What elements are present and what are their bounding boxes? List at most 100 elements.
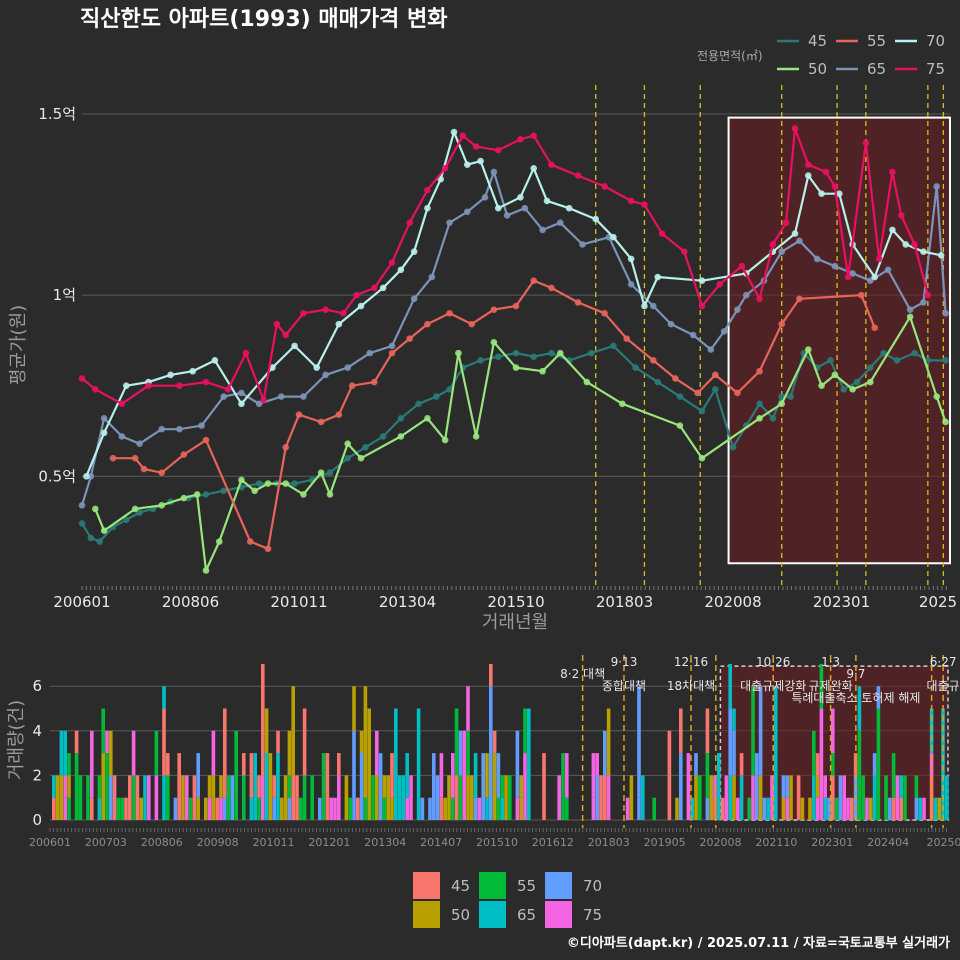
volume-bar bbox=[386, 775, 390, 820]
price-policy-lines bbox=[595, 85, 945, 585]
data-point-45 bbox=[362, 444, 369, 451]
volume-bar bbox=[945, 775, 949, 820]
data-point-50 bbox=[618, 400, 626, 408]
series-line-70 bbox=[85, 131, 942, 477]
volume-bar bbox=[758, 686, 763, 709]
volume-bar bbox=[135, 775, 140, 820]
data-point-65 bbox=[734, 306, 741, 313]
data-point-65 bbox=[866, 277, 874, 284]
data-point-50 bbox=[264, 480, 272, 487]
volume-bar bbox=[458, 775, 463, 820]
data-point-50 bbox=[100, 527, 108, 534]
data-point-75 bbox=[441, 165, 449, 172]
volume-legend: 45 50 55 65 70 75 bbox=[413, 872, 602, 928]
data-point-55 bbox=[140, 465, 148, 473]
data-point-65 bbox=[100, 415, 108, 422]
data-point-55 bbox=[530, 277, 538, 284]
data-point-45 bbox=[911, 349, 918, 357]
policy-annotation: 대출규제강화 bbox=[740, 679, 806, 693]
data-point-70 bbox=[627, 255, 635, 263]
data-point-75 bbox=[862, 139, 870, 147]
volume-bar bbox=[325, 753, 330, 820]
volume-bar bbox=[219, 775, 223, 798]
volume-bar bbox=[55, 775, 60, 820]
volume-bar bbox=[143, 775, 147, 820]
data-point-50 bbox=[942, 418, 949, 426]
volume-bar bbox=[781, 775, 786, 798]
volume-bar bbox=[207, 797, 212, 820]
data-point-75 bbox=[176, 382, 183, 390]
volume-bar bbox=[591, 797, 596, 820]
data-point-55 bbox=[264, 545, 272, 553]
price-x-tick-label: 200601 bbox=[53, 593, 110, 611]
volume-bar bbox=[192, 775, 197, 820]
volume-bar bbox=[166, 753, 170, 776]
volume-bar bbox=[515, 775, 520, 798]
volume-bar bbox=[363, 686, 368, 798]
volume-bar bbox=[565, 753, 569, 798]
data-point-75 bbox=[353, 291, 360, 299]
data-point-50 bbox=[778, 400, 786, 408]
data-point-65 bbox=[849, 270, 856, 277]
data-point-45 bbox=[840, 386, 848, 393]
volume-bar bbox=[485, 753, 489, 798]
data-point-55 bbox=[756, 367, 763, 375]
data-point-70 bbox=[100, 429, 108, 437]
volume-bar bbox=[679, 708, 683, 754]
policy-annotation: 규제완화 bbox=[809, 679, 853, 693]
volume-bar bbox=[675, 797, 679, 820]
volume-bar bbox=[591, 753, 596, 798]
volume-x-tick-label: 202404 bbox=[867, 836, 909, 849]
volume-bar bbox=[489, 663, 493, 687]
data-point-70 bbox=[437, 175, 445, 183]
volume-bar bbox=[154, 775, 159, 820]
volume-bar bbox=[405, 753, 409, 798]
data-point-65 bbox=[742, 291, 750, 299]
data-point-45 bbox=[548, 349, 555, 357]
volume-bar bbox=[97, 797, 102, 820]
data-point-50 bbox=[193, 491, 201, 498]
data-point-50 bbox=[490, 338, 498, 346]
volume-bar bbox=[177, 753, 181, 820]
volume-bar bbox=[857, 730, 862, 754]
volume-bar bbox=[903, 775, 907, 820]
data-point-75 bbox=[118, 400, 126, 408]
volume-bar bbox=[884, 775, 888, 820]
volume-bar bbox=[831, 775, 835, 820]
data-point-65 bbox=[388, 342, 396, 350]
volume-x-tick-label: 201011 bbox=[253, 836, 295, 849]
volume-bar bbox=[698, 775, 702, 820]
data-point-65 bbox=[556, 219, 564, 226]
volume-bar bbox=[796, 775, 801, 820]
volume-bar bbox=[458, 730, 463, 776]
policy-annotation: 대출규 bbox=[927, 679, 960, 693]
volume-bar bbox=[781, 797, 786, 820]
policy-annotation: 특례대출축소 토허제 해제 bbox=[791, 691, 920, 705]
volume-bar bbox=[215, 797, 219, 820]
volume-bar bbox=[268, 753, 273, 820]
volume-bar bbox=[443, 797, 447, 820]
data-point-65 bbox=[906, 306, 914, 313]
policy-annotation: 18차대책 bbox=[667, 678, 715, 693]
data-point-65 bbox=[813, 255, 821, 263]
volume-bar bbox=[565, 797, 569, 820]
data-point-70 bbox=[565, 204, 573, 212]
volume-bar bbox=[390, 753, 394, 798]
data-point-45 bbox=[530, 353, 538, 361]
volume-bar bbox=[112, 775, 117, 820]
volume-bar bbox=[394, 708, 398, 820]
volume-bar bbox=[599, 775, 603, 820]
volume-bar bbox=[196, 753, 200, 798]
volume-bar bbox=[337, 775, 341, 820]
volume-bar bbox=[97, 775, 102, 798]
volume-bar bbox=[489, 753, 493, 820]
volume-bar bbox=[751, 686, 755, 776]
data-point-70 bbox=[83, 473, 90, 480]
data-point-45 bbox=[711, 386, 719, 393]
chart-title: 직산한도 아파트(1993) 매매가격 변화 bbox=[80, 7, 447, 32]
legend-label-75: 75 bbox=[583, 906, 602, 924]
volume-bar bbox=[162, 686, 166, 709]
volume-bar bbox=[74, 797, 79, 820]
volume-bar bbox=[561, 753, 565, 798]
data-point-55 bbox=[180, 451, 188, 458]
